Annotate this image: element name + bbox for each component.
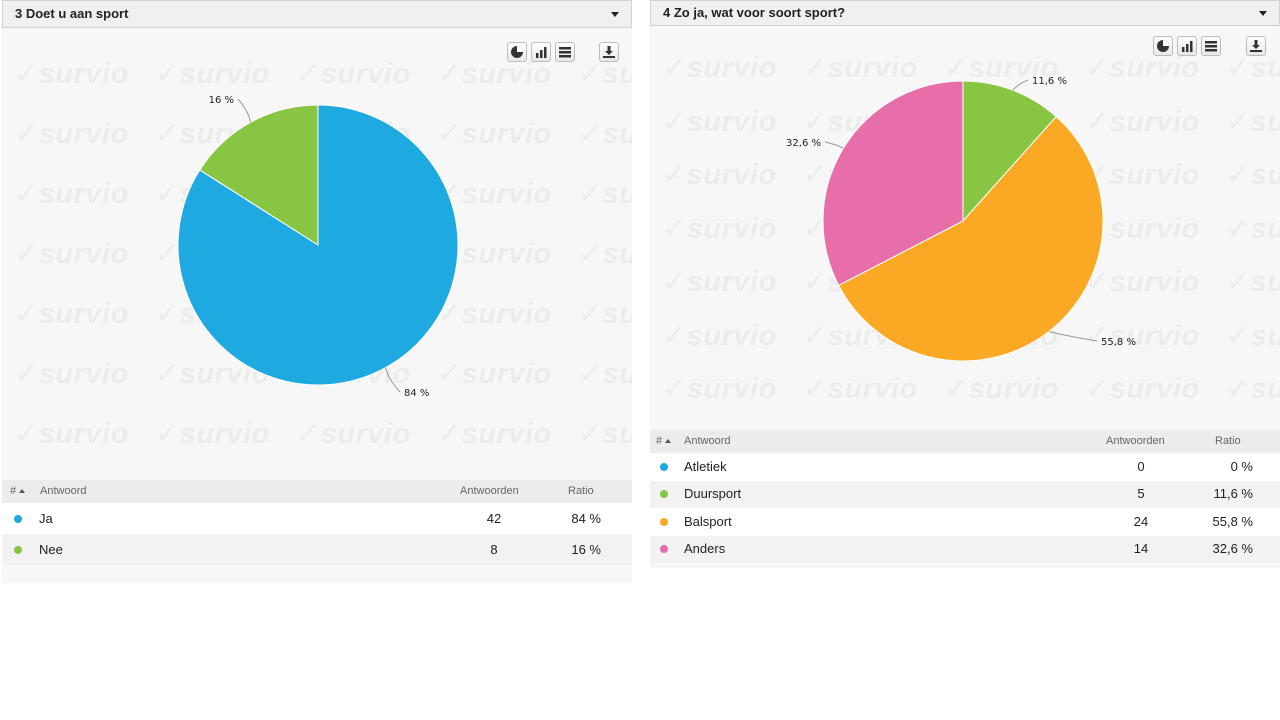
question-header[interactable]: 3 Doet u aan sport xyxy=(2,0,632,28)
answer-count: 8 xyxy=(490,541,498,557)
pie-slice-ja[interactable] xyxy=(177,104,459,386)
chevron-down-icon[interactable] xyxy=(611,12,619,17)
pie-slice-anders[interactable] xyxy=(822,80,964,287)
col-answer[interactable]: Antwoord xyxy=(40,485,87,497)
answer-label: Balsport xyxy=(684,513,732,529)
col-hash[interactable]: # xyxy=(10,485,26,497)
answer-ratio: 55,8 % xyxy=(1212,513,1253,529)
chart-toolbar xyxy=(507,42,575,62)
col-count[interactable]: Antwoorden xyxy=(1106,435,1165,447)
pie-slice-nee[interactable] xyxy=(199,104,319,246)
table-header: # Antwoord Antwoorden Ratio xyxy=(650,430,1280,453)
answer-label: Ja xyxy=(39,510,53,526)
table-row[interactable]: Atletiek 0 0 % xyxy=(650,453,1280,481)
question-title: 4 Zo ja, wat voor soort sport? xyxy=(663,5,846,20)
pie-slice-duursport[interactable] xyxy=(962,80,1057,223)
slice-label: 16 % xyxy=(209,95,234,106)
answer-ratio: 32,6 % xyxy=(1212,541,1253,557)
slice-label: 11,6 % xyxy=(1032,76,1067,87)
answer-count: 24 xyxy=(1133,513,1149,529)
table-icon[interactable] xyxy=(555,42,575,62)
answer-count: 14 xyxy=(1133,541,1149,557)
answer-label: Anders xyxy=(684,541,726,557)
answer-label: Atletiek xyxy=(684,458,727,474)
download-icon[interactable] xyxy=(599,42,619,62)
col-hash[interactable]: # xyxy=(656,435,672,447)
col-ratio[interactable]: Ratio xyxy=(1215,435,1241,447)
answers-table: # Antwoord Antwoorden Ratio Ja 42 84 % Nee 8… xyxy=(2,480,632,565)
col-ratio[interactable]: Ratio xyxy=(568,485,594,497)
pie-chart-icon[interactable] xyxy=(1153,36,1173,56)
col-answer[interactable]: Antwoord xyxy=(684,435,731,447)
pie-chart: 84 % 16 % xyxy=(177,95,459,399)
legend-dot-icon xyxy=(660,462,668,471)
answer-count: 42 xyxy=(486,510,502,526)
slice-label: 84 % xyxy=(404,388,429,399)
pie-chart-icon[interactable] xyxy=(507,42,527,62)
col-count[interactable]: Antwoorden xyxy=(460,485,519,497)
answers-table: # Antwoord Antwoorden Ratio Atletiek 0 0 %… xyxy=(650,430,1280,563)
question-title: 3 Doet u aan sport xyxy=(15,6,129,21)
leader-line xyxy=(824,141,844,149)
table-icon[interactable] xyxy=(1201,36,1221,56)
legend-dot-icon xyxy=(660,490,668,499)
chart-toolbar xyxy=(1153,36,1221,56)
pie-chart: 11,6 % 55,8 % 32,6 % xyxy=(786,76,1136,362)
sort-arrow-icon[interactable] xyxy=(665,439,672,443)
answer-ratio: 84 % xyxy=(571,510,601,526)
answer-label: Duursport xyxy=(684,486,742,502)
legend-dot-icon xyxy=(660,517,668,526)
chevron-down-icon[interactable] xyxy=(1259,11,1267,16)
leader-line xyxy=(1048,331,1098,342)
download-icon[interactable] xyxy=(1246,36,1266,56)
pie-slice-balsport[interactable] xyxy=(837,115,1104,362)
leader-line xyxy=(384,367,401,393)
bar-chart-icon[interactable] xyxy=(1177,36,1197,56)
table-header: # Antwoord Antwoorden Ratio xyxy=(2,480,632,503)
table-row[interactable]: Ja 42 84 % xyxy=(2,503,632,534)
leader-line xyxy=(1012,79,1029,91)
question-header[interactable]: 4 Zo ja, wat voor soort sport? xyxy=(650,0,1280,26)
answer-ratio: 11,6 % xyxy=(1213,486,1253,502)
table-row[interactable]: Nee 8 16 % xyxy=(2,534,632,565)
answer-count: 0 xyxy=(1137,458,1145,474)
leader-line xyxy=(237,98,252,123)
slice-label: 55,8 % xyxy=(1101,337,1136,348)
table-row[interactable]: Balsport 24 55,8 % xyxy=(650,508,1280,536)
table-row[interactable]: Duursport 5 11,6 % xyxy=(650,480,1280,508)
answer-label: Nee xyxy=(39,541,63,557)
slice-label: 32,6 % xyxy=(786,138,821,149)
answer-ratio: 0 % xyxy=(1230,458,1253,474)
table-row[interactable]: Anders 14 32,6 % xyxy=(650,535,1280,563)
answer-ratio: 16 % xyxy=(571,541,601,557)
sort-arrow-icon[interactable] xyxy=(19,489,26,493)
answer-count: 5 xyxy=(1137,486,1145,502)
legend-dot-icon xyxy=(14,545,22,554)
question-panel-3: 3 Doet u aan sport ✓survio ✓survio ✓survio… xyxy=(2,0,632,583)
legend-dot-icon xyxy=(14,514,22,523)
bar-chart-icon[interactable] xyxy=(531,42,551,62)
legend-dot-icon xyxy=(660,545,668,554)
question-panel-4: 4 Zo ja, wat voor soort sport? ✓survio ✓s… xyxy=(650,0,1280,568)
